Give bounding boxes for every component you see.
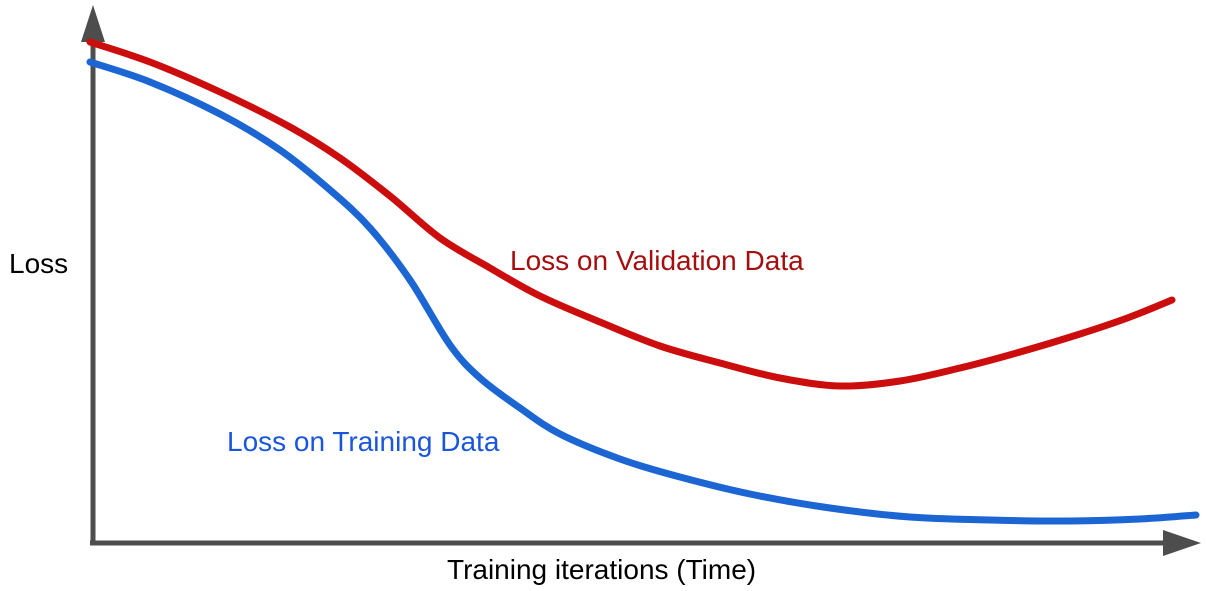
x-axis-label: Training iterations (Time)	[447, 554, 757, 585]
y-axis-arrowhead	[81, 5, 105, 42]
training-loss-curve	[86, 58, 1200, 525]
training-loss-label: Loss on Training Data	[227, 426, 500, 457]
x-axis-arrowhead	[1163, 530, 1201, 556]
validation-loss-curve	[86, 38, 1176, 390]
y-axis-label: Loss	[9, 248, 69, 279]
validation-loss-label: Loss on Validation Data	[510, 245, 804, 276]
